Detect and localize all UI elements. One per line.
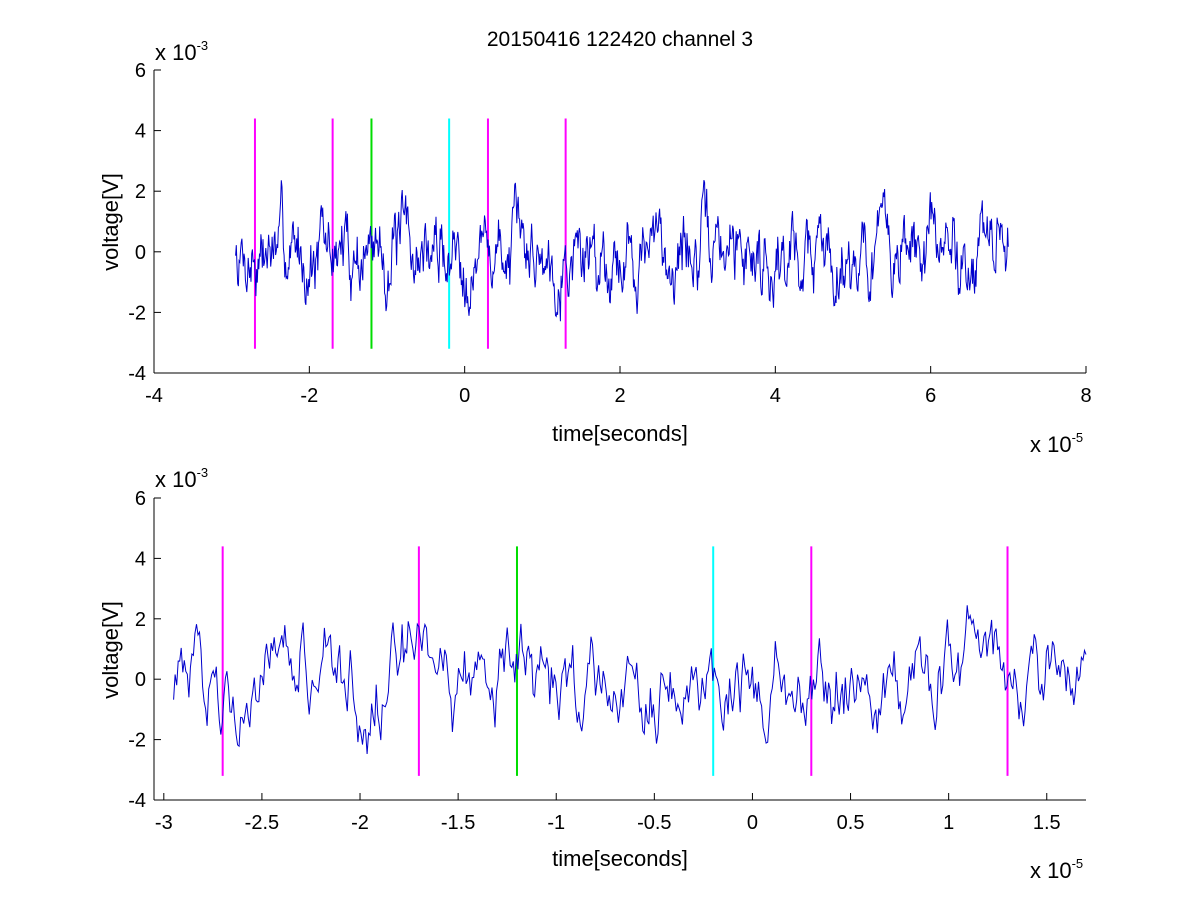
bottom-x-tick-label: -1 xyxy=(547,812,565,834)
bottom-y-tick-label: -2 xyxy=(128,730,146,752)
bottom-x-tick-label: -2 xyxy=(351,812,369,834)
bottom-x-tick-label: 0 xyxy=(747,812,758,834)
chart-title: 20150416 122420 channel 3 xyxy=(487,28,753,51)
top-x-tick-label: 0 xyxy=(459,385,470,407)
top-y-tick-label: 6 xyxy=(135,60,146,82)
bottom-y-tick-label: -4 xyxy=(128,790,146,812)
top-x-tick-label: 2 xyxy=(614,385,625,407)
top-x-exponent: x 10-5 xyxy=(1030,430,1083,457)
top-x-tick-label: -4 xyxy=(145,385,163,407)
top-voltage-trace xyxy=(235,179,1009,322)
top-subplot: -4 -2 0 2 4 6 8 -4 -2 0 2 4 6 time[seconds] voltage[… xyxy=(98,38,1092,457)
bottom-voltage-trace xyxy=(173,605,1087,755)
bottom-x-tick-label: -1.5 xyxy=(441,812,475,834)
top-x-tick-label: 8 xyxy=(1080,385,1091,407)
top-x-label: time[seconds] xyxy=(552,421,688,446)
bottom-y-tick-label: 6 xyxy=(135,488,146,510)
bottom-x-label: time[seconds] xyxy=(552,846,688,871)
top-x-tick-label: 4 xyxy=(770,385,781,407)
top-x-tick-label: -2 xyxy=(300,385,318,407)
bottom-y-label: voltage[V] xyxy=(98,601,123,699)
bottom-ticks: -3 -2.5 -2 -1.5 -1 -0.5 0 0.5 1 1.5 -4 -2 0 2 4 6 xyxy=(128,488,1060,834)
bottom-x-tick-label: 1.5 xyxy=(1033,812,1061,834)
top-ticks: -4 -2 0 2 4 6 8 -4 -2 0 2 4 6 xyxy=(128,60,1091,407)
bottom-y-tick-label: 4 xyxy=(135,548,146,570)
top-y-label: voltage[V] xyxy=(98,173,123,271)
top-y-tick-label: 4 xyxy=(135,121,146,143)
top-y-tick-label: 0 xyxy=(135,242,146,264)
bottom-x-exponent: x 10-5 xyxy=(1030,856,1083,883)
bottom-x-tick-label: -2.5 xyxy=(245,812,279,834)
bottom-y-tick-label: 0 xyxy=(135,669,146,691)
bottom-x-tick-label: 0.5 xyxy=(837,812,865,834)
top-event-markers xyxy=(253,118,567,349)
bottom-x-tick-label: -3 xyxy=(155,812,173,834)
top-x-tick-label: 6 xyxy=(925,385,936,407)
bottom-x-tick-label: -0.5 xyxy=(637,812,671,834)
top-y-tick-label: -4 xyxy=(128,363,146,385)
bottom-x-tick-label: 1 xyxy=(943,812,954,834)
bottom-y-tick-label: 2 xyxy=(135,609,146,631)
top-y-exponent: x 10-3 xyxy=(155,38,208,65)
top-y-tick-label: 2 xyxy=(135,181,146,203)
bottom-y-exponent: x 10-3 xyxy=(155,465,208,492)
bottom-subplot: -3 -2.5 -2 -1.5 -1 -0.5 0 0.5 1 1.5 -4 -2 0 2 4 6 time[… xyxy=(98,465,1087,883)
top-y-tick-label: -2 xyxy=(128,302,146,324)
